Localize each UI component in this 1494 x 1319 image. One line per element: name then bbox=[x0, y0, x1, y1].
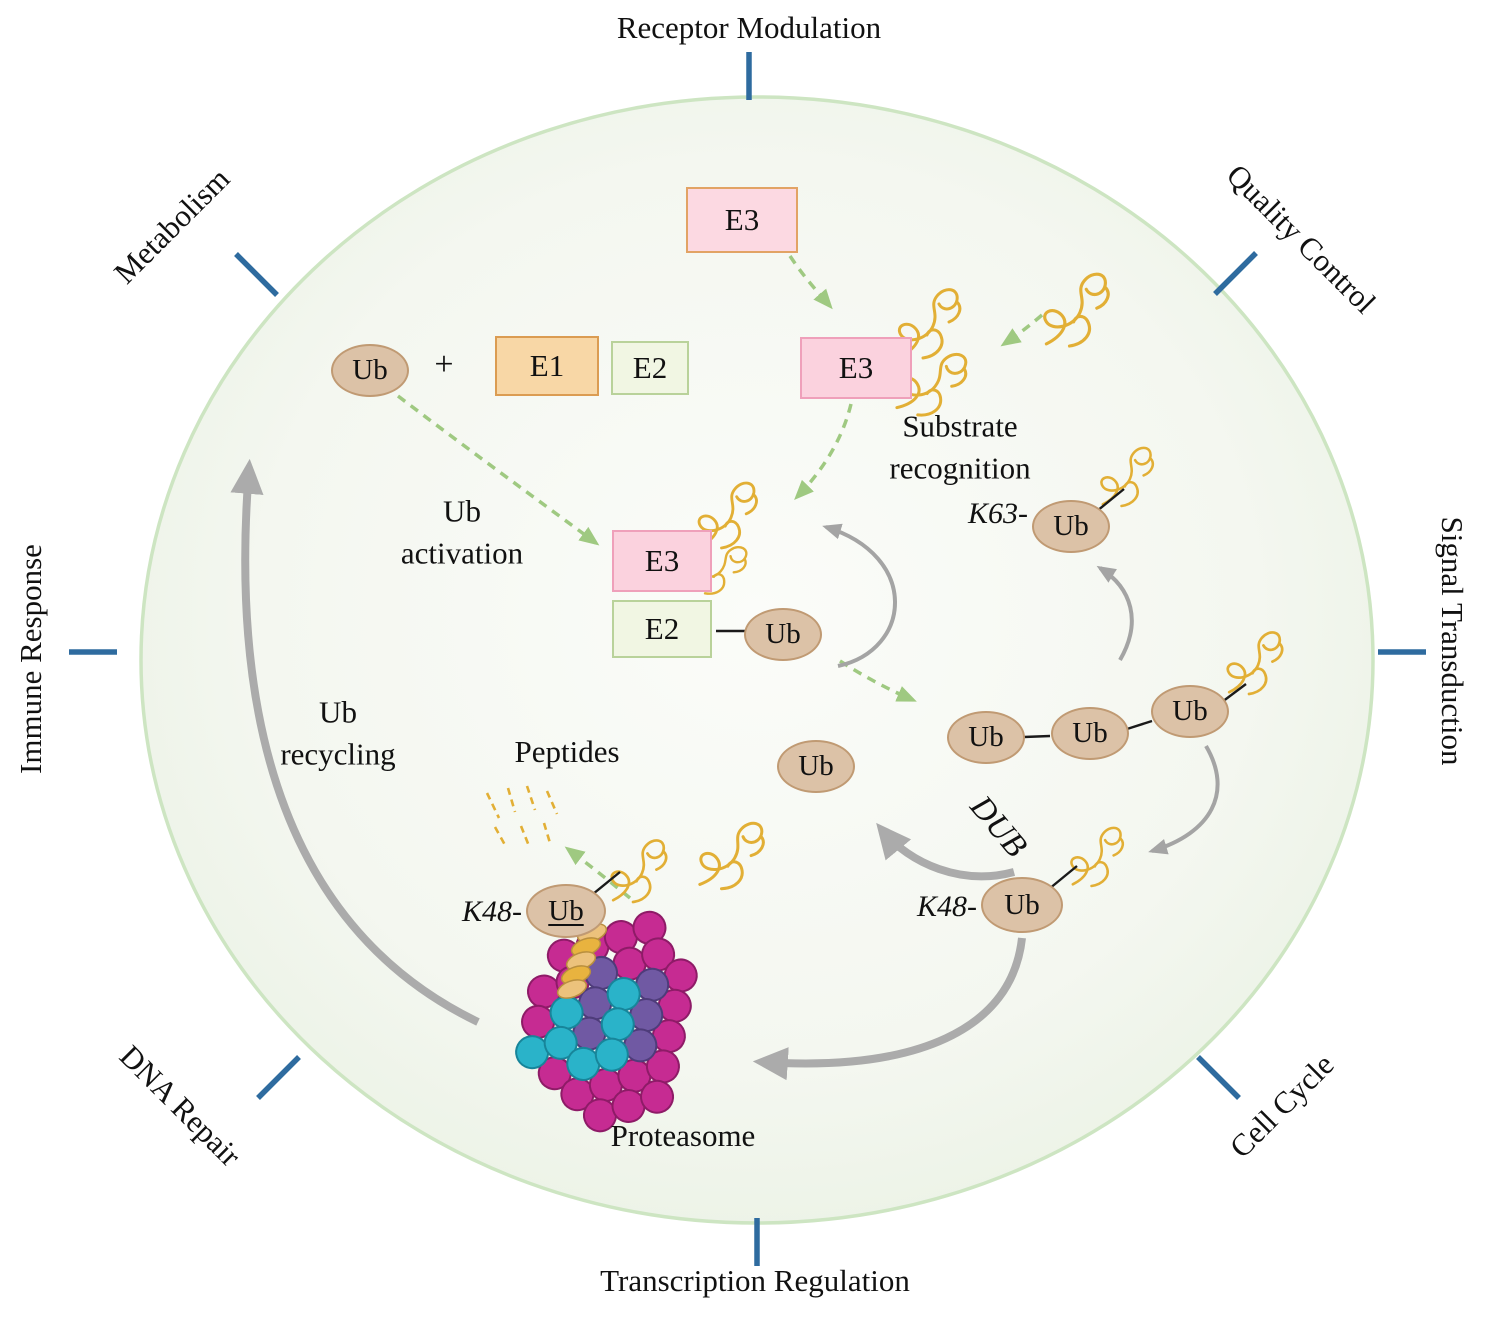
ub-recycling-line2: recycling bbox=[280, 736, 396, 771]
e2-box-complex: E2 bbox=[612, 600, 712, 658]
k48-linkage-label-left: K48- bbox=[462, 895, 522, 928]
substrate-recognition-label: Substrate recognition bbox=[889, 405, 1030, 488]
ub-activation-label: Ub activation bbox=[401, 490, 523, 573]
tick-bottom-left bbox=[256, 1055, 301, 1100]
e2-box: E2 bbox=[611, 341, 689, 395]
arrow-e2ub-cycle bbox=[822, 523, 897, 668]
ub-activation-line2: activation bbox=[400, 535, 524, 570]
cell-membrane-circle bbox=[139, 95, 1375, 1225]
ub-k48-right: Ub bbox=[981, 877, 1063, 933]
arrow-substrate-to-e3 bbox=[1000, 313, 1044, 347]
ub-k63: Ub bbox=[1032, 500, 1110, 553]
bond-ub-ub bbox=[1023, 734, 1051, 739]
gray-cycle-arrows bbox=[822, 523, 1220, 855]
arrow-chain-to-k48 bbox=[1148, 744, 1220, 855]
e3-box-substrate-bound: E3 bbox=[800, 337, 912, 399]
ub-recycling-label: Ub recycling bbox=[280, 691, 395, 774]
ub-free-center: Ub bbox=[777, 740, 855, 793]
peptide-fragments-icon bbox=[485, 785, 559, 847]
arrow-e3-to-complex bbox=[794, 403, 853, 501]
ub-recycling-line1: Ub bbox=[319, 694, 357, 730]
arrow-chain-to-k63 bbox=[1096, 565, 1134, 662]
bond-ub-substrate bbox=[1048, 865, 1078, 890]
bond-ub-ub bbox=[1126, 719, 1153, 731]
ub-chain-2: Ub bbox=[1051, 707, 1129, 760]
ub-free-start: Ub bbox=[331, 344, 409, 397]
ub-chain-3: Ub bbox=[1151, 685, 1229, 738]
plus-sign: + bbox=[434, 346, 454, 383]
arrow-dub-deubiquitination bbox=[876, 822, 1016, 881]
tick-bottom-right bbox=[1196, 1055, 1241, 1100]
outer-label-receptor-modulation: Receptor Modulation bbox=[616, 10, 882, 45]
bond-ub-substrate bbox=[1221, 683, 1247, 703]
e3-box-complex: E3 bbox=[612, 530, 712, 592]
e3-box-initial: E3 bbox=[686, 187, 798, 253]
k63-linkage-label: K63- bbox=[968, 497, 1028, 530]
substrate-thread-icon bbox=[556, 923, 608, 999]
outer-label-immune-response: Immune Response bbox=[13, 544, 48, 774]
ub-k48-proteasome-label: Ub bbox=[548, 894, 584, 927]
peptides-label: Peptides bbox=[514, 734, 620, 769]
arrow-e3-to-e3 bbox=[788, 255, 833, 310]
outer-label-transcription-regulation: Transcription Regulation bbox=[600, 1263, 910, 1298]
substrate-recognition-line2: recognition bbox=[889, 450, 1031, 485]
axis-tick-marks bbox=[69, 52, 1426, 1266]
substrate-recognition-line1: Substrate bbox=[902, 408, 1018, 444]
bond-ub-substrate bbox=[592, 871, 621, 895]
arrow-ub-recycling bbox=[230, 458, 480, 1026]
ub-chain-1: Ub bbox=[947, 711, 1025, 764]
k48-linkage-label-right: K48- bbox=[917, 890, 977, 923]
proteasome-label: Proteasome bbox=[610, 1118, 756, 1153]
tick-top-left bbox=[234, 252, 279, 297]
ub-k48-proteasome: Ub bbox=[526, 884, 606, 938]
arrow-to-proteasome bbox=[752, 937, 1026, 1081]
outer-label-signal-transduction: Signal Transduction bbox=[1435, 516, 1470, 766]
gray-thick-arrows bbox=[230, 458, 1026, 1081]
bond-ub-substrate bbox=[1096, 488, 1125, 512]
e1-box: E1 bbox=[495, 336, 599, 396]
tick-top-right bbox=[1213, 251, 1258, 296]
ub-on-e2: Ub bbox=[744, 608, 822, 661]
ub-activation-line1: Ub bbox=[443, 493, 481, 529]
connector-lines bbox=[592, 488, 1247, 895]
